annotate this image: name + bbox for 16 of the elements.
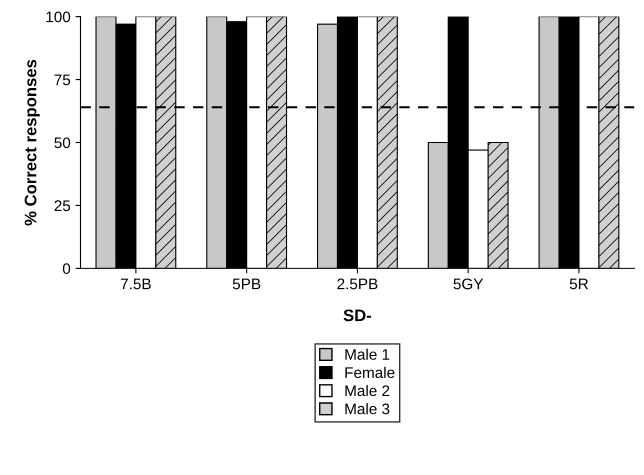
y-tick-label: 100	[46, 11, 70, 22]
x-tick-label: 5GY	[454, 278, 484, 290]
legend-label: Female	[345, 366, 394, 378]
x-tick-label: 7.5B	[120, 278, 151, 290]
x-tick-label: 5R	[570, 278, 588, 290]
x-axis-title: SD-	[344, 309, 372, 322]
x-tick-label: 5PB	[232, 278, 260, 290]
legend-label: Male 3	[345, 403, 390, 414]
y-tick-label: 75	[54, 74, 70, 86]
legend-label: Male 2	[345, 384, 390, 396]
y-tick-label: 50	[54, 137, 70, 148]
y-tick-label: 25	[54, 200, 70, 212]
y-axis-title: % Correct responses	[24, 60, 40, 226]
legend-label: Male 1	[345, 348, 390, 360]
y-tick-label: 0	[62, 263, 70, 274]
x-tick-label: 2.5PB	[337, 278, 378, 290]
